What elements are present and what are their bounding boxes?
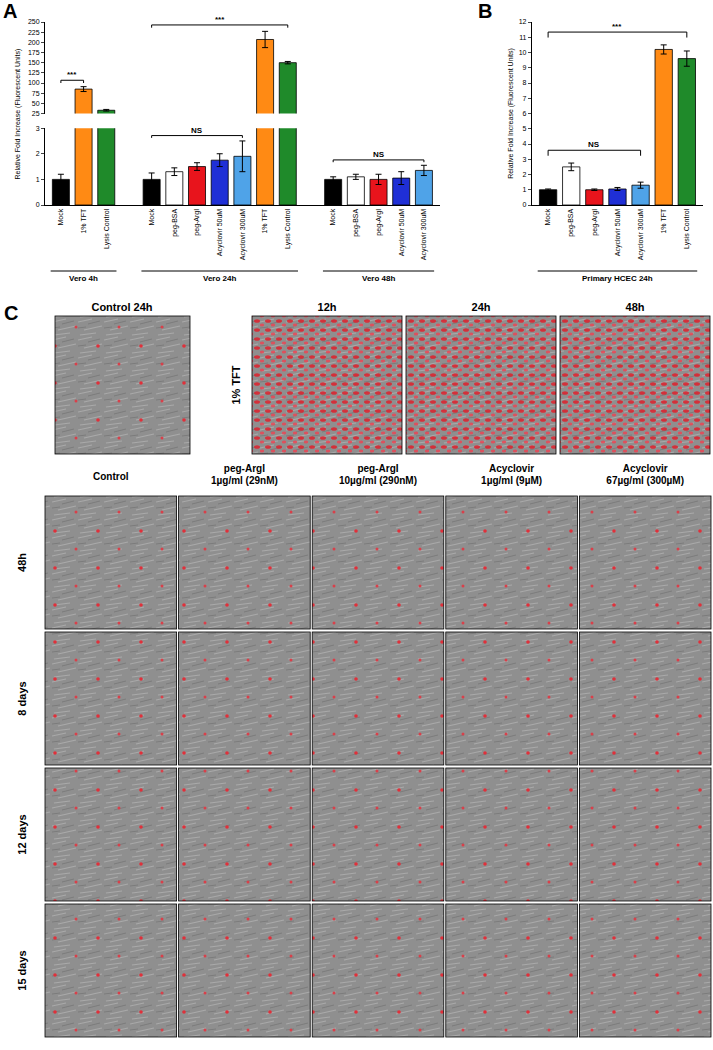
svg-text:2: 2 xyxy=(36,150,40,157)
svg-text:Mock: Mock xyxy=(148,208,155,225)
svg-text:1% TFT: 1% TFT xyxy=(660,208,667,233)
svg-text:100: 100 xyxy=(28,79,40,86)
svg-text:Control: Control xyxy=(93,471,129,482)
svg-text:48h: 48h xyxy=(16,553,28,572)
svg-text:Primary HCEC 24h: Primary HCEC 24h xyxy=(582,274,653,283)
svg-text:25: 25 xyxy=(32,110,40,117)
svg-text:peg-ArgI: peg-ArgI xyxy=(375,209,383,236)
svg-text:Mock: Mock xyxy=(57,208,64,225)
svg-text:C: C xyxy=(4,302,18,324)
svg-text:7: 7 xyxy=(523,95,527,102)
html-text:B: B xyxy=(478,0,493,22)
svg-text:peg-ArgI: peg-ArgI xyxy=(591,209,599,236)
svg-text:peg-ArgI1µg/ml (29nM): peg-ArgI1µg/ml (29nM) xyxy=(211,463,278,486)
svg-text:9: 9 xyxy=(523,64,527,71)
svg-text:Relative Fold Increase (Fluore: Relative Fold Increase (Fluorescent Unit… xyxy=(507,48,515,179)
svg-text:5: 5 xyxy=(523,125,527,132)
svg-text:1% TFT: 1% TFT xyxy=(80,208,87,233)
svg-text:Lysis Control: Lysis Control xyxy=(683,208,691,249)
svg-text:10: 10 xyxy=(519,49,527,56)
svg-text:0: 0 xyxy=(523,201,527,208)
svg-text:175: 175 xyxy=(28,49,40,56)
svg-text:Vero 48h: Vero 48h xyxy=(362,274,395,283)
svg-text:125: 125 xyxy=(28,69,40,76)
svg-text:50: 50 xyxy=(32,100,40,107)
svg-text:225: 225 xyxy=(28,29,40,36)
svg-text:Control 24h: Control 24h xyxy=(91,301,152,313)
svg-text:peg-BSA: peg-BSA xyxy=(171,208,179,236)
svg-text:8: 8 xyxy=(523,79,527,86)
svg-text:150: 150 xyxy=(28,59,40,66)
svg-text:0: 0 xyxy=(36,201,40,208)
svg-text:***: *** xyxy=(67,70,77,79)
svg-text:12 days: 12 days xyxy=(16,814,28,854)
svg-text:Acyclovir 50uM: Acyclovir 50uM xyxy=(216,209,224,257)
svg-text:Mock: Mock xyxy=(544,208,551,225)
svg-text:Acyclovir 300uM: Acyclovir 300uM xyxy=(637,209,645,261)
svg-text:200: 200 xyxy=(28,39,40,46)
svg-text:8 days: 8 days xyxy=(16,681,28,715)
svg-text:2: 2 xyxy=(523,171,527,178)
svg-text:Vero 24h: Vero 24h xyxy=(203,274,236,283)
svg-text:peg-ArgI10µg/ml (290nM): peg-ArgI10µg/ml (290nM) xyxy=(339,463,417,486)
svg-text:Acyclovir 50uM: Acyclovir 50uM xyxy=(614,209,622,257)
svg-text:1% TFT: 1% TFT xyxy=(230,365,242,404)
svg-text:peg-BSA: peg-BSA xyxy=(352,208,360,236)
svg-text:Acyclovir67µg/ml (300µM): Acyclovir67µg/ml (300µM) xyxy=(606,463,684,486)
svg-text:1% TFT: 1% TFT xyxy=(261,208,268,233)
svg-text:12: 12 xyxy=(519,18,527,25)
svg-text:3: 3 xyxy=(36,125,40,132)
svg-text:6: 6 xyxy=(523,110,527,117)
svg-text:11: 11 xyxy=(519,34,526,41)
svg-text:Mock: Mock xyxy=(329,208,336,225)
svg-text:Acyclovir 300uM: Acyclovir 300uM xyxy=(239,209,247,261)
svg-text:NS: NS xyxy=(373,150,385,159)
svg-text:***: *** xyxy=(612,22,622,31)
svg-text:***: *** xyxy=(215,15,225,24)
svg-text:Acyclovir1µg/ml (9µM): Acyclovir1µg/ml (9µM) xyxy=(481,463,542,486)
svg-text:48h: 48h xyxy=(626,301,645,313)
svg-text:4: 4 xyxy=(523,140,527,147)
svg-text:1: 1 xyxy=(523,186,527,193)
svg-text:Acyclovir 50uM: Acyclovir 50uM xyxy=(398,209,406,257)
svg-text:Lysis Control: Lysis Control xyxy=(103,208,111,249)
svg-text:1: 1 xyxy=(36,176,40,183)
svg-text:15 days: 15 days xyxy=(16,950,28,990)
svg-text:75: 75 xyxy=(32,90,40,97)
svg-text:Vero 4h: Vero 4h xyxy=(69,274,98,283)
svg-text:peg-BSA: peg-BSA xyxy=(567,208,575,236)
html-text:A: A xyxy=(3,0,18,22)
svg-text:3: 3 xyxy=(523,156,527,163)
svg-text:Relative Fold Increase (Fluore: Relative Fold Increase (Fluorescent Unit… xyxy=(14,49,22,180)
svg-text:Acyclovir 300uM: Acyclovir 300uM xyxy=(420,209,428,261)
svg-text:250: 250 xyxy=(28,18,40,25)
svg-text:peg-ArgI: peg-ArgI xyxy=(193,209,201,236)
svg-text:12h: 12h xyxy=(318,301,337,313)
svg-text:Lysis Control: Lysis Control xyxy=(284,208,292,249)
svg-text:NS: NS xyxy=(191,126,203,135)
svg-text:24h: 24h xyxy=(472,301,491,313)
svg-text:NS: NS xyxy=(588,140,600,149)
